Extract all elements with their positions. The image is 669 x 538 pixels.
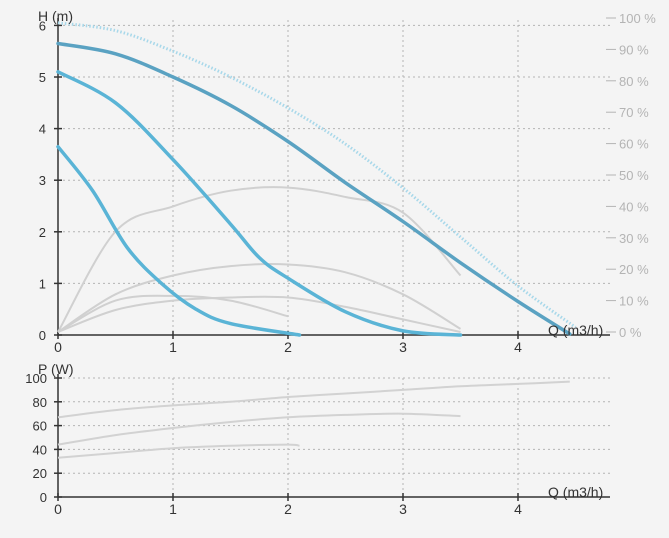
- head-x-tick-label: 4: [514, 339, 522, 355]
- power-x-tick-label: 3: [399, 501, 407, 517]
- power-x-tick-label: 2: [284, 501, 292, 517]
- power-x-tick-label: 1: [169, 501, 177, 517]
- head-curve-speed2: [56, 70, 463, 337]
- head-x-tick-label: 2: [284, 339, 292, 355]
- head-y-tick-label: 1: [39, 276, 46, 291]
- head-curve-speed1: [56, 144, 302, 337]
- efficiency-tick-label: 100 %: [619, 11, 656, 26]
- head-y-tick-label: 2: [39, 225, 46, 240]
- head-curve-max: [57, 21, 577, 329]
- efficiency-tick-label: 10 %: [619, 294, 649, 309]
- head-y-tick-label: 3: [39, 173, 46, 188]
- head-curves: [56, 21, 577, 337]
- efficiency-curve-eff2: [57, 295, 461, 333]
- efficiency-tick-label: 0 %: [619, 325, 642, 340]
- efficiency-curve-eff4: [57, 294, 289, 333]
- efficiency-curve-eff3: [57, 263, 462, 333]
- power-x-tick-label: 4: [514, 501, 522, 517]
- power-panel: 0 20 40 60 80 100 0 1 2 3 4 P (W) Q (m3/h): [25, 361, 610, 517]
- power-y-tick-label: 100: [25, 371, 47, 386]
- power-y-tick-label: 80: [33, 395, 47, 410]
- head-x-tick-label: 3: [399, 339, 407, 355]
- efficiency-tick-label: 80 %: [619, 74, 649, 89]
- power-x-tick-label: 0: [54, 501, 62, 517]
- power-curves: [57, 380, 570, 459]
- efficiency-tick-label: 40 %: [619, 199, 649, 214]
- efficiency-tick-label: 90 %: [619, 42, 649, 57]
- head-grid: [58, 20, 610, 335]
- efficiency-tick-label: 50 %: [619, 168, 649, 183]
- power-ticks: 0 20 40 60 80 100 0 1 2 3 4: [25, 371, 522, 517]
- head-y-axis-label: H (m): [38, 8, 73, 24]
- head-y-tick-label: 5: [39, 70, 46, 85]
- power-y-tick-label: 20: [33, 466, 47, 481]
- efficiency-tick-label: 20 %: [619, 262, 649, 277]
- head-y-tick-label: 0: [39, 328, 46, 343]
- power-y-tick-label: 0: [40, 490, 47, 505]
- power-y-axis-label: P (W): [38, 361, 74, 377]
- power-curve-power1: [57, 443, 300, 459]
- head-x-axis-label: Q (m3/h): [548, 322, 603, 338]
- power-x-axis-label: Q (m3/h): [548, 484, 603, 500]
- power-y-tick-label: 60: [33, 419, 47, 434]
- head-y-tick-label: 4: [39, 122, 46, 137]
- power-curve-power3: [57, 380, 570, 419]
- head-x-tick-label: 1: [169, 339, 177, 355]
- efficiency-tick-label: 30 %: [619, 231, 649, 246]
- head-curve-speed3: [56, 41, 572, 336]
- head-x-tick-label: 0: [54, 339, 62, 355]
- efficiency-tick-label: 70 %: [619, 105, 649, 120]
- power-curve-power2: [57, 412, 461, 446]
- efficiency-tick-label: 60 %: [619, 137, 649, 152]
- power-y-tick-label: 40: [33, 442, 47, 457]
- head-y-tick-label: 6: [39, 18, 46, 33]
